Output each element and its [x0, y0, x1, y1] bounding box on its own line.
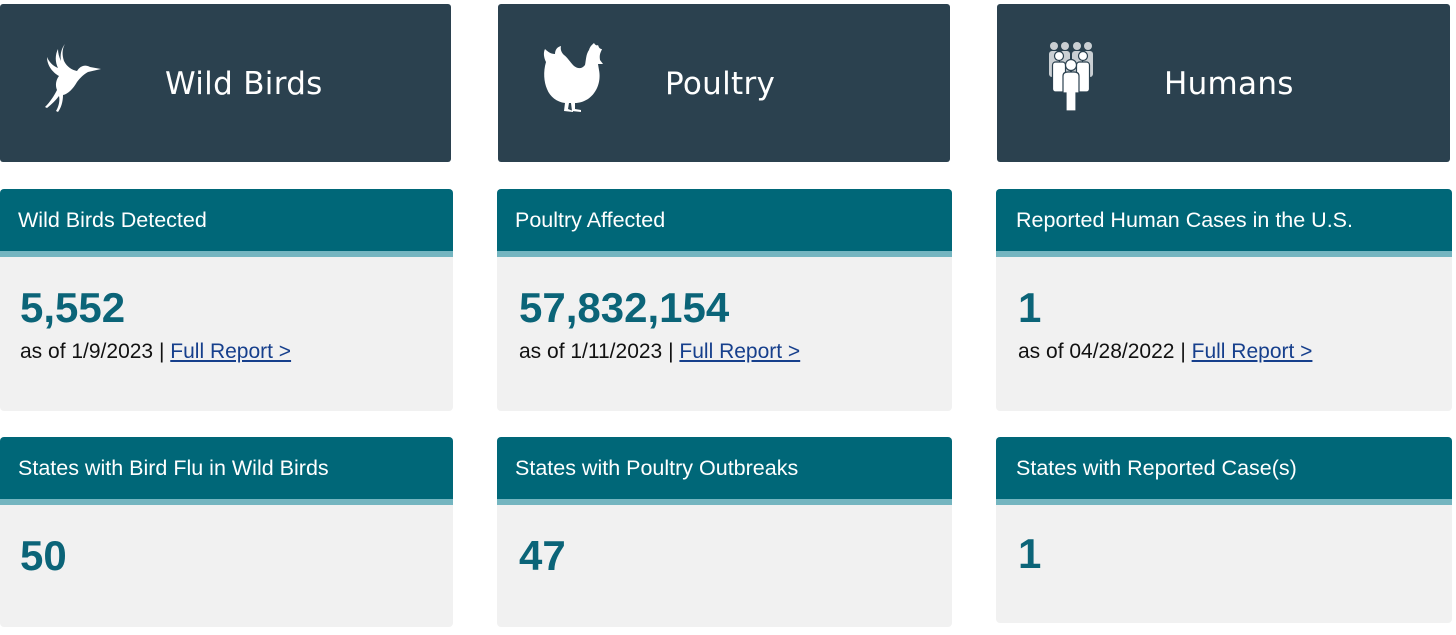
- full-report-link[interactable]: Full Report >: [1191, 340, 1313, 363]
- chicken-icon: [543, 43, 603, 112]
- as-of-date: as of 1/11/2023: [519, 340, 663, 363]
- states-wild-birds-card: States with Bird Flu in Wild Birds 50: [0, 437, 453, 627]
- separator: |: [158, 340, 165, 363]
- banner-title: Wild Birds: [165, 66, 323, 102]
- stat-value: 1: [1018, 530, 1042, 577]
- stat-value: 5,552: [20, 284, 126, 331]
- banner-title: Poultry: [665, 66, 776, 102]
- poultry-affected-card: Poultry Affected 57,832,154 as of 1/11/2…: [497, 189, 952, 411]
- stat-date-line: as of 1/9/2023 | Full Report >: [20, 339, 291, 365]
- separator: |: [668, 340, 674, 363]
- card-heading: Poultry Affected: [497, 189, 952, 257]
- wild-birds-banner[interactable]: Wild Birds: [0, 4, 451, 162]
- stat-value: 47: [519, 532, 566, 579]
- stat-value: 50: [20, 532, 67, 579]
- people-group-icon: [1049, 42, 1093, 111]
- stat-date-line: as of 04/28/2022 | Full Report >: [1018, 339, 1312, 365]
- card-heading: States with Bird Flu in Wild Birds: [0, 437, 453, 505]
- as-of-date: as of 1/9/2023: [20, 340, 154, 363]
- states-poultry-outbreaks-card: States with Poultry Outbreaks 47: [497, 437, 952, 627]
- card-heading: States with Reported Case(s): [996, 437, 1452, 505]
- full-report-link[interactable]: Full Report >: [170, 340, 292, 363]
- card-heading: States with Poultry Outbreaks: [497, 437, 952, 505]
- separator: |: [1180, 340, 1186, 363]
- card-heading: Reported Human Cases in the U.S.: [996, 189, 1452, 257]
- as-of-date: as of 04/28/2022: [1018, 340, 1175, 363]
- states-reported-cases-card: States with Reported Case(s) 1: [996, 437, 1452, 623]
- stat-value: 1: [1018, 284, 1042, 331]
- full-report-link[interactable]: Full Report >: [679, 340, 801, 363]
- banner-title: Humans: [1164, 66, 1294, 102]
- wild-birds-detected-card: Wild Birds Detected 5,552 as of 1/9/2023…: [0, 189, 453, 411]
- heron-icon: [45, 44, 101, 112]
- stat-date-line: as of 1/11/2023 | Full Report >: [519, 339, 800, 365]
- stat-value: 57,832,154: [519, 284, 730, 331]
- humans-banner[interactable]: Humans: [997, 4, 1450, 162]
- poultry-banner[interactable]: Poultry: [498, 4, 950, 162]
- card-heading: Wild Birds Detected: [0, 189, 453, 257]
- reported-human-cases-card: Reported Human Cases in the U.S. 1 as of…: [996, 189, 1452, 411]
